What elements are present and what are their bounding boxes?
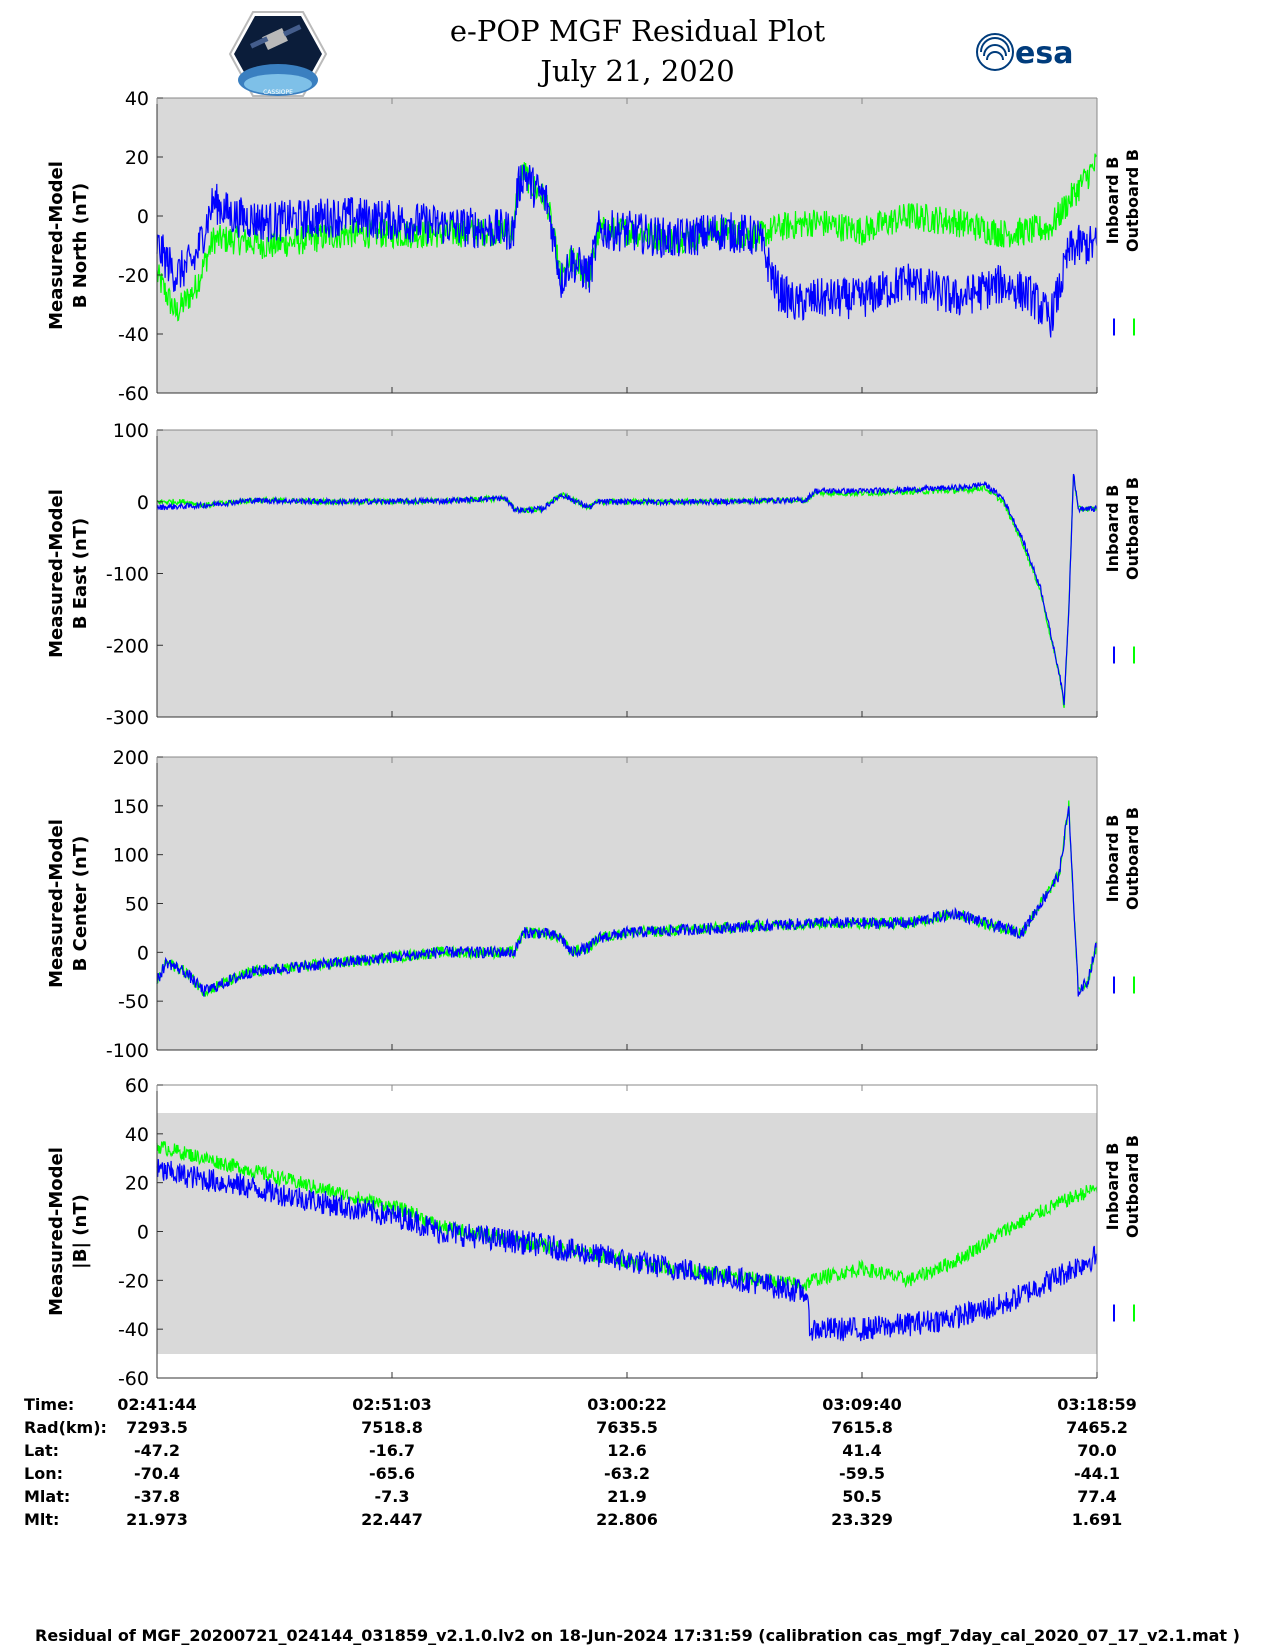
y-tick-label: 100	[113, 420, 149, 442]
chart-panel-1: -60 -40 -20 0 20 40 Measured-Model B North (nT)…	[46, 88, 1142, 405]
page-title: e-POP MGF Residual Plot	[449, 14, 826, 48]
series-line-inboard	[156, 806, 1098, 997]
cassiope-logo-text: CASSIOPE	[263, 89, 293, 96]
y-tick-label: -20	[118, 265, 149, 287]
ephemeris-row-label: Time:	[24, 1395, 75, 1414]
y-tick-label: -100	[106, 564, 149, 586]
chart-panel-2: -300 -200 -100 0 100 Measured-Model B East (nT…	[46, 420, 1142, 729]
y-tick-label: 60	[125, 1075, 149, 1097]
series-line-outboard	[156, 153, 1098, 322]
esa-logo-icon: esa	[976, 33, 1073, 71]
legend-label: Outboard B	[1123, 807, 1142, 910]
esa-logo-text: esa	[1015, 36, 1073, 71]
y-tick-label: 0	[137, 492, 149, 514]
y-tick-label: -50	[118, 991, 149, 1013]
ephemeris-value: 21.973	[126, 1510, 188, 1529]
y-tick-label: -200	[106, 635, 149, 657]
ephemeris-row-label: Lat:	[24, 1441, 60, 1460]
y-tick-label: 40	[125, 1124, 149, 1146]
y-axis-label: Measured-Model	[46, 819, 67, 988]
chart-panel-3: -100 -50 0 50 100 150 200 Measured-Model B Cente…	[46, 747, 1142, 1062]
ephemeris-value: 50.5	[842, 1487, 882, 1506]
y-tick-label: 0	[137, 942, 149, 964]
series-line-inboard	[156, 1159, 1098, 1342]
plot-area	[157, 757, 1097, 1050]
ephemeris-row-label: Mlt:	[24, 1510, 60, 1529]
ephemeris-value: 12.6	[607, 1441, 647, 1460]
ephemeris-value: 7293.5	[126, 1418, 188, 1437]
y-tick-label: 0	[137, 1222, 149, 1244]
ephemeris-value: 22.447	[361, 1510, 423, 1529]
y-tick-label: -60	[118, 1368, 149, 1390]
ephemeris-value: 03:00:22	[587, 1395, 667, 1414]
ephemeris-value: 02:51:03	[352, 1395, 432, 1414]
y-tick-label: -20	[118, 1270, 149, 1292]
ephemeris-value: -47.2	[133, 1441, 181, 1460]
y-tick-label: -40	[118, 1319, 149, 1341]
ephemeris-value: 22.806	[596, 1510, 658, 1529]
y-tick-label: 200	[113, 747, 149, 769]
ephemeris-value: -37.8	[133, 1487, 181, 1506]
ephemeris-value: -59.5	[838, 1464, 886, 1483]
ephemeris-value: 23.329	[831, 1510, 893, 1529]
ephemeris-value: -70.4	[133, 1464, 181, 1483]
y-tick-label: 150	[113, 796, 149, 818]
ephemeris-value: 7465.2	[1066, 1418, 1128, 1437]
chart-panel-4: -60 -40 -20 0 20 40 60 Measured-Model |B| (nT) In…	[46, 1075, 1142, 1390]
y-tick-label: -60	[118, 383, 149, 405]
ephemeris-row-label: Lon:	[24, 1464, 63, 1483]
legend-label: Outboard B	[1123, 1135, 1142, 1238]
ephemeris-value: -16.7	[368, 1441, 416, 1460]
ephemeris-value: 77.4	[1077, 1487, 1117, 1506]
cassiope-logo-icon: CASSIOPE	[228, 11, 328, 97]
series-line-inboard	[156, 473, 1098, 706]
ephemeris-value: 1.691	[1071, 1510, 1123, 1529]
y-axis-label: Measured-Model	[46, 489, 67, 658]
y-tick-label: 100	[113, 845, 149, 867]
ephemeris-value: 02:41:44	[117, 1395, 197, 1414]
y-axis-label: B North (nT)	[70, 183, 91, 309]
legend-label: Inboard B	[1103, 1143, 1122, 1231]
y-tick-label: -300	[106, 707, 149, 729]
y-axis-label: Measured-Model	[46, 1147, 67, 1316]
ephemeris-value: 70.0	[1077, 1441, 1117, 1460]
footer-caption: Residual of MGF_20200721_024144_031859_v…	[35, 1626, 1240, 1645]
ephemeris-value: 03:18:59	[1057, 1395, 1137, 1414]
y-axis-label: Measured-Model	[46, 161, 67, 330]
y-tick-label: -40	[118, 324, 149, 346]
y-tick-label: 40	[125, 88, 149, 110]
ephemeris-value: -65.6	[368, 1464, 416, 1483]
ephemeris-row-label: Rad(km):	[24, 1418, 107, 1437]
ephemeris-value: 7615.8	[831, 1418, 893, 1437]
y-tick-label: 20	[125, 147, 149, 169]
y-tick-label: -100	[106, 1040, 149, 1062]
y-tick-label: 50	[125, 894, 149, 916]
page-subtitle-date: July 21, 2020	[540, 54, 735, 88]
y-axis-label: |B| (nT)	[70, 1194, 91, 1269]
y-axis-label: B Center (nT)	[70, 836, 91, 972]
ephemeris-value: 03:09:40	[822, 1395, 902, 1414]
ephemeris-value: -63.2	[603, 1464, 651, 1483]
legend-label: Inboard B	[1103, 157, 1122, 245]
y-tick-label: 20	[125, 1173, 149, 1195]
series-line-inboard	[156, 164, 1098, 338]
legend-label: Inboard B	[1103, 485, 1122, 573]
ephemeris-value: -44.1	[1073, 1464, 1121, 1483]
ephemeris-value: 7518.8	[361, 1418, 423, 1437]
ephemeris-row-label: Mlat:	[24, 1487, 71, 1506]
legend-label: Outboard B	[1123, 477, 1142, 580]
legend-label: Inboard B	[1103, 815, 1122, 903]
ephemeris-value: 41.4	[842, 1441, 882, 1460]
legend-label: Outboard B	[1123, 149, 1142, 252]
y-tick-label: 0	[137, 206, 149, 228]
ephemeris-value: 21.9	[607, 1487, 647, 1506]
ephemeris-value: 7635.5	[596, 1418, 658, 1437]
plot-area	[157, 430, 1097, 717]
series-line-outboard	[156, 800, 1098, 997]
ephemeris-value: -7.3	[374, 1487, 410, 1506]
plot-area	[157, 1113, 1097, 1354]
y-axis-label: B East (nT)	[70, 518, 91, 630]
